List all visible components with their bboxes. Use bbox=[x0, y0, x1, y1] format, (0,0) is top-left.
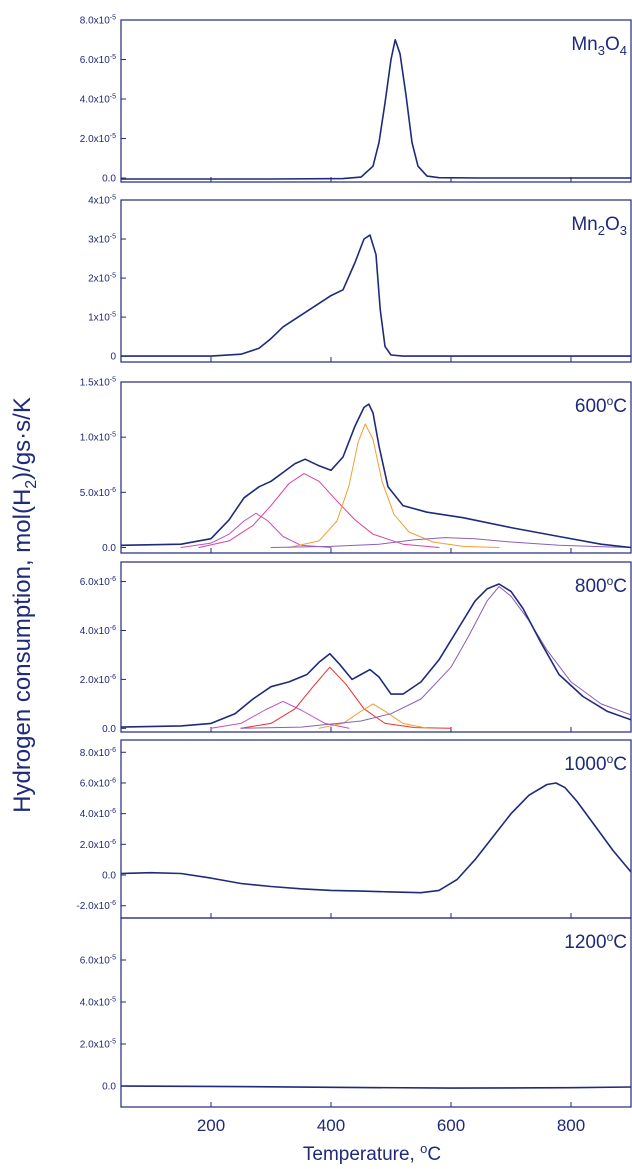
y-tick-label: 0.0 bbox=[102, 871, 116, 882]
series-total-line bbox=[121, 1085, 631, 1089]
y-tick-label: 0.0 bbox=[102, 174, 116, 185]
y-tick-label: 0.0 bbox=[102, 724, 116, 735]
y-axis-label: Hydrogen consumption, mol(H2)/gs·s/K bbox=[9, 397, 40, 813]
y-tick-label: 2x10-5 bbox=[88, 273, 116, 285]
y-tick-label: 6.0x10-6 bbox=[80, 576, 116, 588]
series-total-line bbox=[121, 39, 631, 180]
y-tick-label: 0.0 bbox=[102, 543, 116, 554]
y-tick-label: 6.0x10-6 bbox=[80, 777, 116, 789]
series-pink-line bbox=[198, 473, 440, 548]
y-tick-label: 4.0x10-6 bbox=[80, 625, 116, 637]
series-violet-line bbox=[210, 700, 350, 729]
series-total-line bbox=[121, 782, 631, 894]
series-purple-line bbox=[270, 537, 631, 548]
y-tick-label: 8.0x10-6 bbox=[80, 747, 116, 759]
x-tick-label: 800 bbox=[557, 1116, 585, 1135]
panel-label: 1000oC bbox=[564, 752, 627, 775]
y-tick-label: 4.0x10-5 bbox=[80, 997, 116, 1009]
panel-1: 0.0 2.0x10-5 4.0x10-5 6.0x10-5 8.0x10-5 Mn3O4 bbox=[80, 15, 632, 185]
series-red-line bbox=[240, 666, 452, 729]
y-tick-label: 0 bbox=[110, 352, 116, 363]
y-tick-label: 5.0x10-6 bbox=[80, 487, 116, 499]
panel-3: 0.0 5.0x10-6 1.0x10-5 1.5x10-5 600oC bbox=[80, 377, 632, 554]
y-tick-label: 3x10-5 bbox=[88, 234, 116, 246]
series-violet-line bbox=[180, 512, 332, 548]
panel-frame bbox=[120, 561, 632, 733]
y-tick-label: 2.0x10-5 bbox=[80, 1039, 116, 1051]
y-tick-label: 2.0x10-6 bbox=[80, 839, 116, 851]
series-orange-line bbox=[318, 703, 428, 729]
x-axis-label: Temperature, oC bbox=[303, 1141, 441, 1165]
series-total-line bbox=[121, 403, 631, 549]
panel-frame bbox=[120, 19, 632, 183]
y-tick-label: 0.0 bbox=[102, 1082, 116, 1093]
y-tick-label: 6.0x10-5 bbox=[80, 54, 116, 66]
y-tick-label: 6.0x10-5 bbox=[80, 955, 116, 967]
series-purple-line bbox=[240, 586, 631, 729]
y-tick-label: 1.5x10-5 bbox=[80, 377, 116, 389]
y-tick-label: 8.0x10-5 bbox=[80, 15, 116, 27]
y-tick-label: 1x10-5 bbox=[88, 312, 116, 324]
series-total-line bbox=[121, 234, 631, 357]
panel-label: 800oC bbox=[575, 574, 627, 597]
panel-label: Mn2O3 bbox=[571, 214, 627, 238]
x-tick-label: 200 bbox=[197, 1116, 225, 1135]
y-tick-label: 4x10-5 bbox=[88, 195, 116, 207]
panel-2: 0 1x10-5 2x10-5 3x10-5 4x10-5 Mn2O3 bbox=[88, 195, 632, 363]
series-total-line bbox=[121, 583, 631, 728]
panel-label: Mn3O4 bbox=[571, 34, 627, 58]
panel-6: 0.0 2.0x10-5 4.0x10-5 6.0x10-5 200 400 600 800 1… bbox=[80, 917, 632, 1135]
panel-label: 1200oC bbox=[564, 930, 627, 953]
y-tick-label: 2.0x10-5 bbox=[80, 133, 116, 145]
y-tick-label: 4.0x10-6 bbox=[80, 808, 116, 820]
panel-4: 0.0 2.0x10-6 4.0x10-6 6.0x10-6 800oC bbox=[80, 561, 632, 735]
y-tick-label: 2.0x10-6 bbox=[80, 674, 116, 686]
x-tick-label: 400 bbox=[317, 1116, 345, 1135]
series-orange-line bbox=[288, 423, 500, 548]
x-tick-label: 600 bbox=[437, 1116, 465, 1135]
panel-frame bbox=[120, 917, 632, 1108]
panel-frame bbox=[120, 199, 632, 363]
y-tick-label: 4.0x10-5 bbox=[80, 94, 116, 106]
panels: 0.0 2.0x10-5 4.0x10-5 6.0x10-5 8.0x10-5 Mn3O4… bbox=[76, 15, 632, 1135]
panel-frame bbox=[120, 381, 632, 554]
y-tick-label: -2.0x10-6 bbox=[76, 900, 116, 912]
y-tick-label: 1.0x10-5 bbox=[80, 432, 116, 444]
panel-label: 600oC bbox=[575, 394, 627, 417]
panel-5: -2.0x10-6 0.0 2.0x10-6 4.0x10-6 6.0x10-6 8.0x… bbox=[76, 739, 632, 919]
